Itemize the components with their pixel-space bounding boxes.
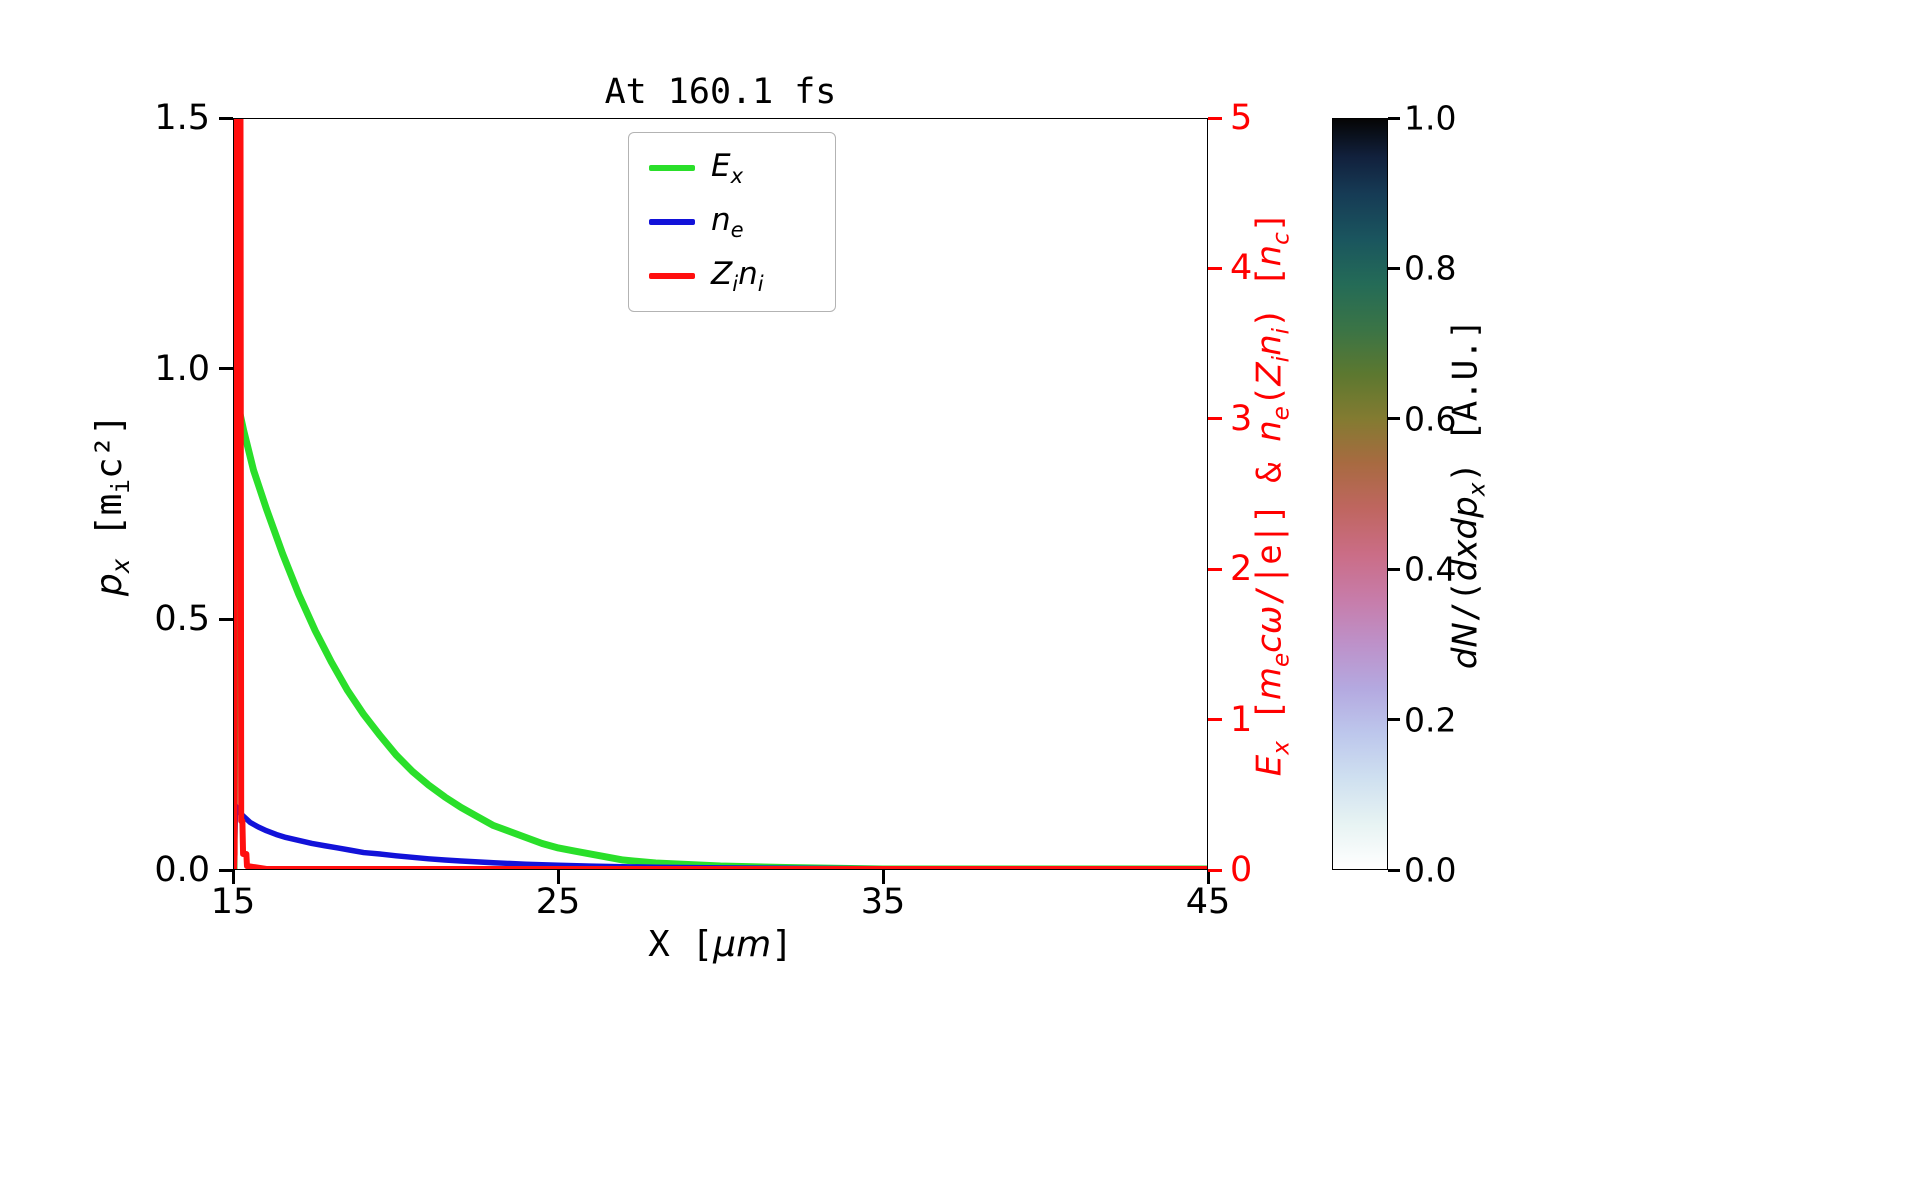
series-line-ne <box>234 803 1207 869</box>
colorbar-tick-label: 0.6 <box>1404 399 1457 439</box>
y-left-tick-label: 0.5 <box>154 599 210 640</box>
plot-canvas <box>234 119 1207 869</box>
x-tick-label: 15 <box>210 882 256 922</box>
legend-item: Ex <box>629 141 835 195</box>
y-right-tick-mark <box>1208 567 1222 571</box>
colorbar-gradient <box>1332 118 1388 870</box>
colorbar-label: dN/(dxdpx) [A.U.] <box>1445 318 1491 670</box>
legend-line-swatch <box>649 165 695 171</box>
series-line-Zini <box>234 119 1207 869</box>
colorbar-tick-label: 0.0 <box>1404 850 1457 890</box>
y-right-tick-label: 0 <box>1230 850 1253 890</box>
colorbar-tick-mark <box>1388 266 1400 270</box>
y-left-tick-mark <box>219 367 233 371</box>
colorbar-tick-mark <box>1388 116 1400 120</box>
y-right-tick-mark <box>1208 417 1222 421</box>
x-axis-label: X [μm] <box>648 924 793 965</box>
legend-line-swatch <box>649 219 695 225</box>
legend-item: Zini <box>629 249 835 303</box>
y-left-tick-label: 1.5 <box>154 98 210 138</box>
x-tick-mark <box>231 870 235 884</box>
colorbar-tick-mark <box>1388 567 1400 571</box>
y-right-tick-mark <box>1208 266 1222 270</box>
y-left-tick-mark <box>219 868 233 872</box>
y-left-tick-mark <box>219 617 233 621</box>
y-axis-label-left: px [mic²] <box>88 413 136 597</box>
y-right-tick-label: 2 <box>1230 549 1253 590</box>
x-tick-mark <box>881 870 885 884</box>
series-line-Ex <box>234 400 1207 869</box>
colorbar-tick-label: 1.0 <box>1404 98 1457 138</box>
colorbar-tick-mark <box>1388 718 1400 722</box>
legend-item-label: ne <box>711 201 744 243</box>
y-axis-label-right: Ex [mecω/|e|] & ne(Zini) [nc] <box>1249 211 1295 777</box>
y-right-tick-mark <box>1208 116 1222 120</box>
x-tick-label: 25 <box>535 882 581 922</box>
x-tick-label: 45 <box>1185 882 1231 922</box>
y-left-tick-mark <box>219 116 233 120</box>
y-right-tick-mark <box>1208 868 1222 872</box>
legend-item-label: Zini <box>711 255 764 297</box>
colorbar-tick-mark <box>1388 417 1400 421</box>
x-tick-mark <box>1206 870 1210 884</box>
legend: Ex ne Zini <box>628 132 836 312</box>
x-tick-label: 35 <box>860 882 906 922</box>
y-right-tick-label: 1 <box>1230 699 1253 740</box>
colorbar-tick-label: 0.4 <box>1404 549 1457 589</box>
colorbar-tick-label: 0.2 <box>1404 700 1457 740</box>
colorbar-tick-label: 0.8 <box>1404 248 1457 288</box>
legend-line-swatch <box>649 273 695 279</box>
y-right-tick-mark <box>1208 718 1222 722</box>
legend-item: ne <box>629 195 835 249</box>
x-tick-mark <box>556 870 560 884</box>
y-right-tick-label: 5 <box>1230 98 1253 138</box>
y-right-tick-label: 4 <box>1230 248 1253 289</box>
colorbar-tick-mark <box>1388 868 1400 872</box>
y-left-tick-label: 0.0 <box>154 850 210 890</box>
legend-item-label: Ex <box>711 147 744 189</box>
chart-title: At 160.1 fs <box>604 72 837 112</box>
y-left-tick-label: 1.0 <box>154 348 210 389</box>
y-right-tick-label: 3 <box>1230 398 1253 439</box>
